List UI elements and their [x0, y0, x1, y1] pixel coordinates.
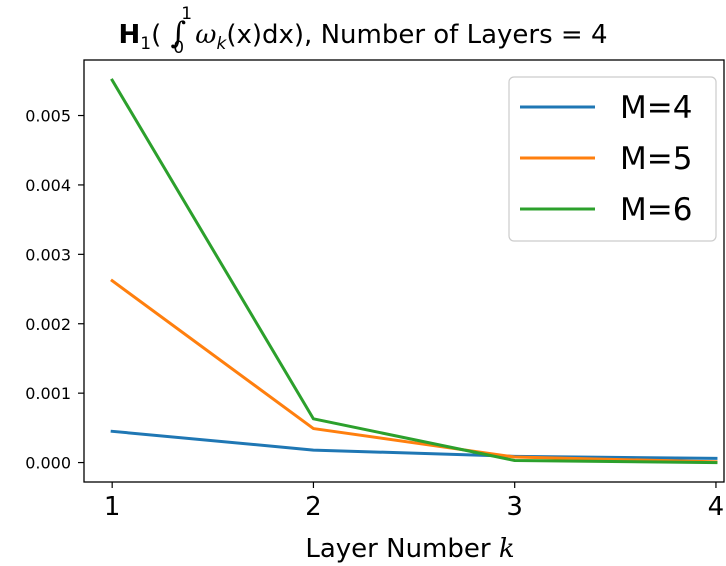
x-tick-label: 2: [305, 492, 322, 522]
title-integrand-rest: (x)dx),: [226, 20, 313, 50]
legend-box: [508, 76, 717, 242]
title-h-symbol: H: [118, 20, 141, 50]
plot-frame: [83, 59, 725, 483]
title-omega-subscript: k: [216, 34, 227, 55]
x-axis-label: Layer Number k: [305, 534, 514, 564]
x-tick-label: 3: [506, 492, 523, 522]
series-line-m6: [110, 78, 718, 465]
y-tick-label: 0.004: [25, 176, 71, 195]
y-tick-label: 0.005: [25, 107, 71, 126]
y-tick-label: 0.001: [25, 384, 71, 403]
title-integral: ∫ 1 0: [170, 4, 193, 58]
chart-title: H1(∫ 1 0 ωk(x)dx), Number of Layers = 4: [118, 4, 608, 58]
x-tick-label: 4: [708, 492, 725, 522]
x-tick-label: 1: [104, 492, 121, 522]
title-integral-lower: 0: [173, 38, 185, 58]
series-line-m4: [110, 429, 718, 460]
title-omega: ω: [195, 20, 217, 50]
legend-label-m5: M=5: [620, 141, 692, 177]
y-tick-label: 0.002: [25, 315, 71, 334]
series-line-m5: [110, 278, 718, 464]
title-integral-upper: 1: [181, 4, 193, 24]
legend-label-m6: M=6: [620, 192, 692, 228]
y-tick-label: 0.000: [25, 454, 71, 473]
y-tick-label: 0.003: [25, 245, 71, 264]
title-suffix: Number of Layers = 4: [320, 20, 608, 50]
title-h-subscript: 1: [140, 34, 152, 55]
legend: M=4 M=5 M=6: [508, 76, 717, 242]
legend-label-m4: M=4: [620, 90, 692, 126]
